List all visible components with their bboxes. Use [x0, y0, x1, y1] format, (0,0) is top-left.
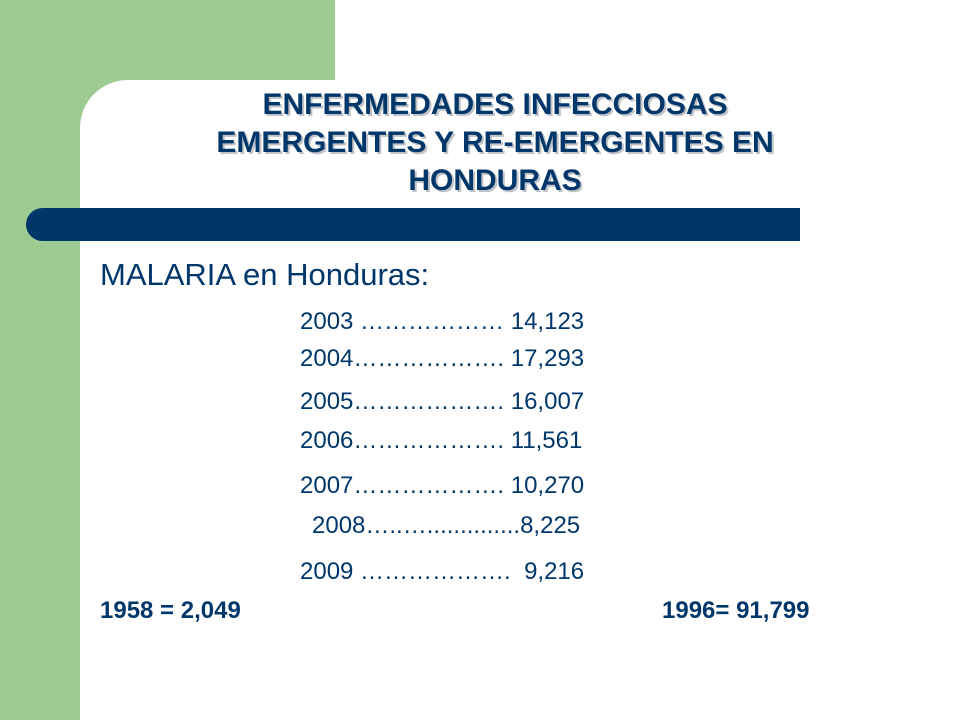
- list-item: 2008…..…..............8,225: [312, 512, 581, 539]
- footer-stat-1996: 1996= 91,799: [662, 597, 810, 624]
- title-line-2: EMERGENTES Y RE-EMERGENTES EN: [216, 126, 774, 159]
- title-line-1: ENFERMEDADES INFECCIOSAS: [262, 88, 728, 121]
- title-underline-bar: [26, 208, 800, 241]
- section-heading: MALARIA en Honduras:: [100, 257, 430, 292]
- footer-stat-1958: 1958 = 2,049: [100, 597, 241, 624]
- content-panel: [80, 80, 960, 720]
- list-item: 2004………………. 17,293: [300, 345, 585, 372]
- title-line-3: HONDURAS: [408, 164, 582, 197]
- list-item: 2003 ……………… 14,123: [300, 308, 585, 335]
- list-item: 2006………………. 11,561: [300, 427, 583, 454]
- slide-title: ENFERMEDADES INFECCIOSAS EMERGENTES Y RE…: [100, 86, 890, 200]
- list-item: 2007………………. 10,270: [300, 472, 585, 499]
- list-item: 2009 ………………. 9,216: [300, 558, 585, 585]
- list-item: 2005………………. 16,007: [300, 388, 585, 415]
